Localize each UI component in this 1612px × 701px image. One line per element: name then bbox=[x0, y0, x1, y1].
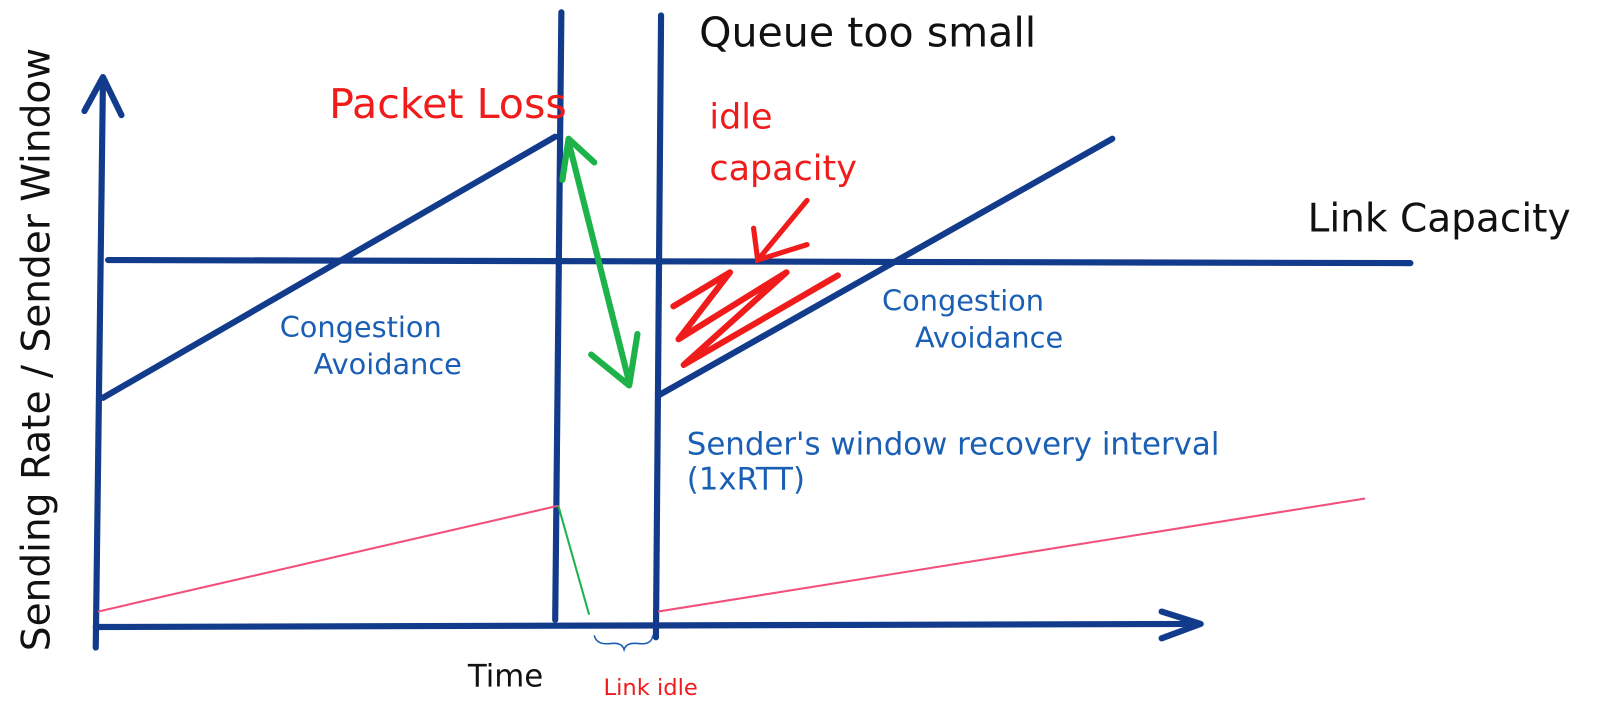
y-axis-label: Sending Rate / Sender Window bbox=[14, 48, 59, 651]
window-left bbox=[99, 133, 559, 401]
window-right bbox=[654, 135, 1116, 399]
loss-label: Packet Loss bbox=[329, 80, 567, 128]
congestion-label: Congestion bbox=[280, 310, 442, 344]
recovery-label: Sender's window recovery interval bbox=[687, 426, 1220, 462]
congestion-label: Avoidance bbox=[915, 320, 1063, 354]
x-arrow bbox=[1158, 608, 1204, 642]
idle-label: capacity bbox=[709, 149, 857, 189]
x-axis-label: Time bbox=[467, 659, 543, 695]
congestion-label: Avoidance bbox=[314, 347, 462, 381]
rate-left bbox=[97, 504, 559, 613]
y-axis bbox=[92, 77, 107, 651]
loss-line bbox=[552, 9, 565, 623]
x-axis bbox=[92, 620, 1202, 631]
idle-label: idle bbox=[709, 97, 772, 137]
link-idle-label: Link idle bbox=[604, 675, 698, 701]
idle-arrow bbox=[751, 197, 810, 264]
idle-brace bbox=[593, 635, 654, 653]
rate-right bbox=[657, 497, 1366, 613]
y-arrow bbox=[81, 74, 125, 119]
rate-drop bbox=[557, 505, 591, 615]
recovery-label: (1xRTT) bbox=[687, 461, 805, 497]
capacity-label: Link Capacity bbox=[1308, 196, 1571, 241]
congestion-label: Congestion bbox=[882, 283, 1044, 317]
idle-hatch bbox=[670, 269, 841, 368]
recovery-line bbox=[652, 12, 665, 641]
queue-label: Queue too small bbox=[699, 8, 1036, 56]
drop-arrow bbox=[559, 135, 641, 389]
